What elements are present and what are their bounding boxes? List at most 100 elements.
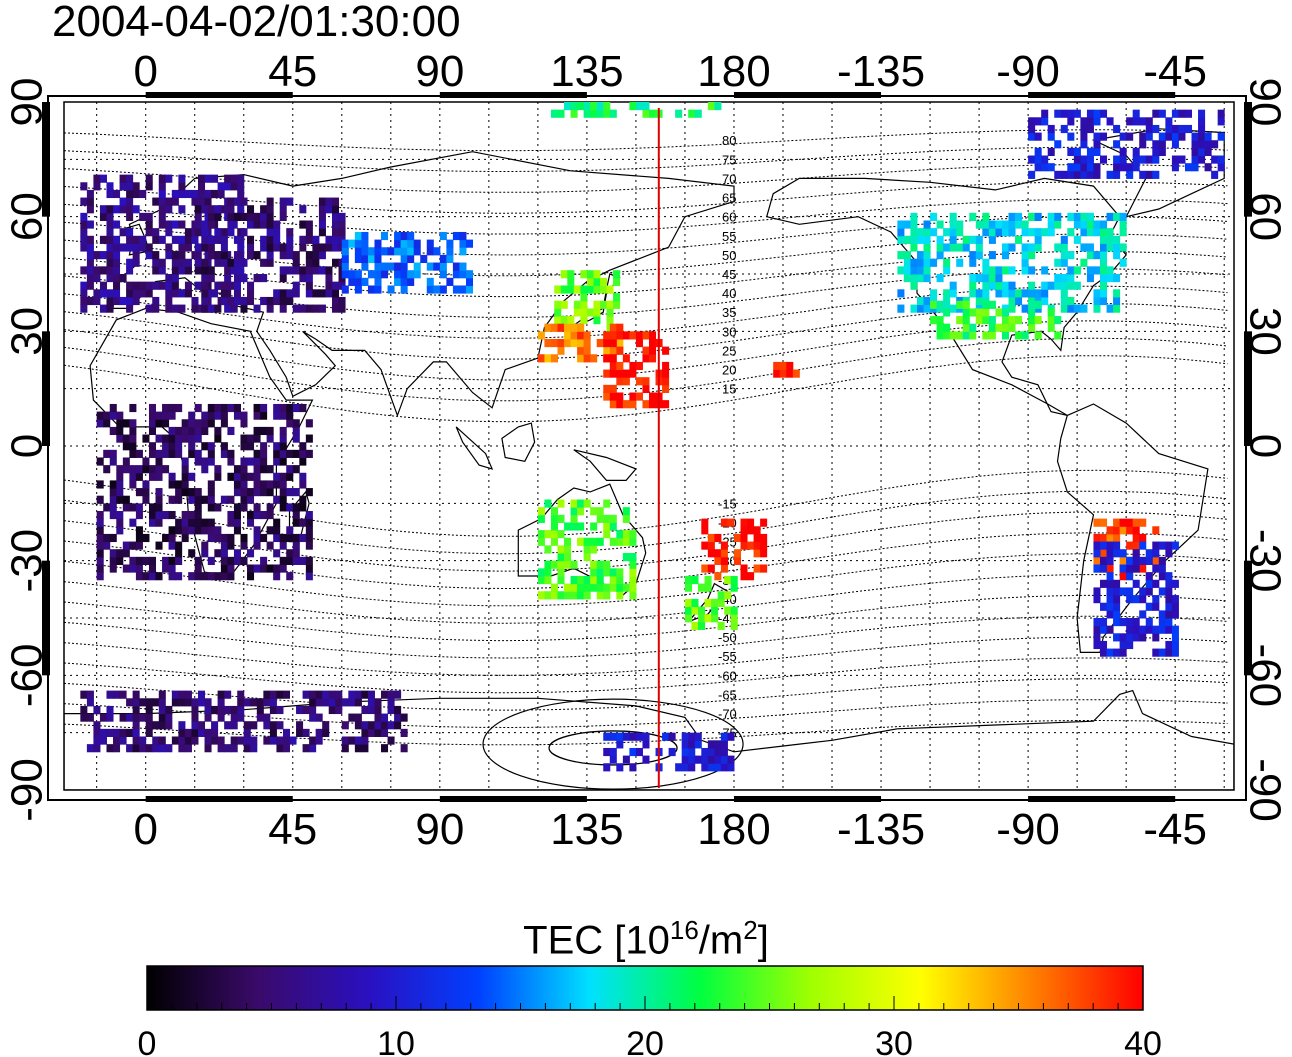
tec-cell — [792, 369, 800, 378]
tec-cell — [132, 205, 140, 214]
tec-cell — [325, 197, 333, 206]
tec-cell — [720, 564, 728, 573]
tec-cell — [1041, 163, 1049, 172]
tec-cell — [629, 102, 637, 111]
tec-cell — [381, 744, 389, 753]
tec-cell — [1001, 251, 1009, 260]
tec-cell — [629, 568, 637, 577]
tec-cell — [975, 316, 983, 325]
tec-cell — [129, 434, 137, 443]
tec-cell — [305, 449, 313, 458]
tec-cell — [1152, 155, 1160, 164]
tec-cell — [292, 403, 300, 413]
tec-cell — [247, 572, 255, 581]
tec-cell — [184, 728, 192, 737]
tec-cell — [916, 228, 925, 237]
tec-cell — [916, 258, 925, 267]
tec-cell — [86, 197, 94, 206]
tec-cell — [155, 434, 163, 443]
tec-cell — [1126, 595, 1134, 604]
tec-cell — [305, 228, 313, 237]
tec-cell — [1113, 124, 1121, 134]
tec-cell — [956, 228, 964, 237]
tec-cell — [1113, 518, 1121, 527]
tec-cell — [1217, 132, 1225, 141]
tec-cell — [557, 499, 565, 508]
tec-cell — [622, 530, 630, 539]
tec-cell — [132, 296, 140, 306]
mag-lat-contour — [64, 511, 1228, 572]
tec-cell — [577, 331, 585, 340]
tec-cell — [381, 270, 389, 279]
tec-cell — [181, 526, 189, 535]
tec-cell — [590, 583, 598, 592]
tec-cell — [982, 289, 990, 298]
tec-cell — [279, 243, 287, 252]
tec-cell — [580, 293, 588, 302]
tec-cell — [253, 449, 261, 458]
tec-cell — [148, 419, 157, 428]
tec-cell — [197, 182, 206, 191]
tec-cell — [273, 296, 281, 306]
tec-cell — [1086, 274, 1094, 283]
tec-cell — [560, 285, 568, 294]
tec-cell — [240, 488, 248, 497]
tec-cell — [583, 109, 591, 118]
tec-cell — [171, 189, 179, 199]
tec-cell — [217, 182, 225, 191]
tec-cell — [609, 354, 617, 363]
tec-cell — [1126, 633, 1134, 642]
tec-cell — [96, 457, 104, 466]
tec-cell — [1093, 640, 1101, 650]
tec-cell — [211, 705, 219, 715]
tec-cell — [1113, 648, 1121, 657]
tec-cell — [224, 274, 232, 283]
tec-cell — [348, 698, 356, 707]
tec-cell — [165, 304, 173, 313]
tec-cell — [145, 698, 153, 707]
tec-cell — [557, 346, 565, 355]
tec-cell — [394, 721, 402, 730]
tec-cell — [1021, 258, 1029, 267]
tec-cell — [119, 174, 127, 183]
tec-cell — [910, 258, 918, 267]
tec-cell — [374, 705, 382, 715]
tec-cell — [1086, 155, 1094, 164]
tec-cell — [603, 530, 611, 539]
frame-bar-top — [1028, 92, 1176, 98]
contour-label: -70 — [718, 707, 737, 722]
tec-cell — [603, 560, 611, 569]
tec-cell — [956, 220, 964, 229]
tec-cell — [188, 549, 196, 558]
tec-cell — [577, 537, 585, 546]
tec-cell — [580, 270, 588, 279]
tec-cell — [253, 564, 261, 573]
tec-cell — [207, 411, 215, 420]
tec-cell — [400, 247, 408, 256]
tec-cell — [331, 243, 340, 252]
contour-label: 80 — [722, 133, 736, 148]
tec-cell — [603, 338, 611, 348]
tec-cell — [1028, 316, 1036, 325]
tec-cell — [279, 495, 287, 504]
tec-cell — [1100, 640, 1108, 650]
tec-cell — [328, 705, 336, 715]
tec-cell — [629, 392, 637, 401]
tec-cell — [570, 323, 578, 332]
tec-cell — [1119, 518, 1127, 527]
tec-cell — [227, 220, 235, 229]
tec-cell — [1021, 220, 1029, 229]
tec-cell — [158, 266, 166, 275]
tec-cell — [1073, 163, 1081, 172]
tec-cell — [80, 690, 88, 699]
tec-cell — [1119, 155, 1127, 164]
tec-cell — [109, 549, 117, 558]
tec-cell — [86, 690, 94, 699]
tec-cell — [93, 289, 101, 298]
tec-cell — [407, 277, 415, 286]
tec-cell — [394, 705, 402, 715]
tec-cell — [609, 583, 617, 592]
tec-cell — [132, 713, 140, 722]
tec-cell — [325, 289, 333, 298]
tec-cell — [698, 583, 706, 592]
